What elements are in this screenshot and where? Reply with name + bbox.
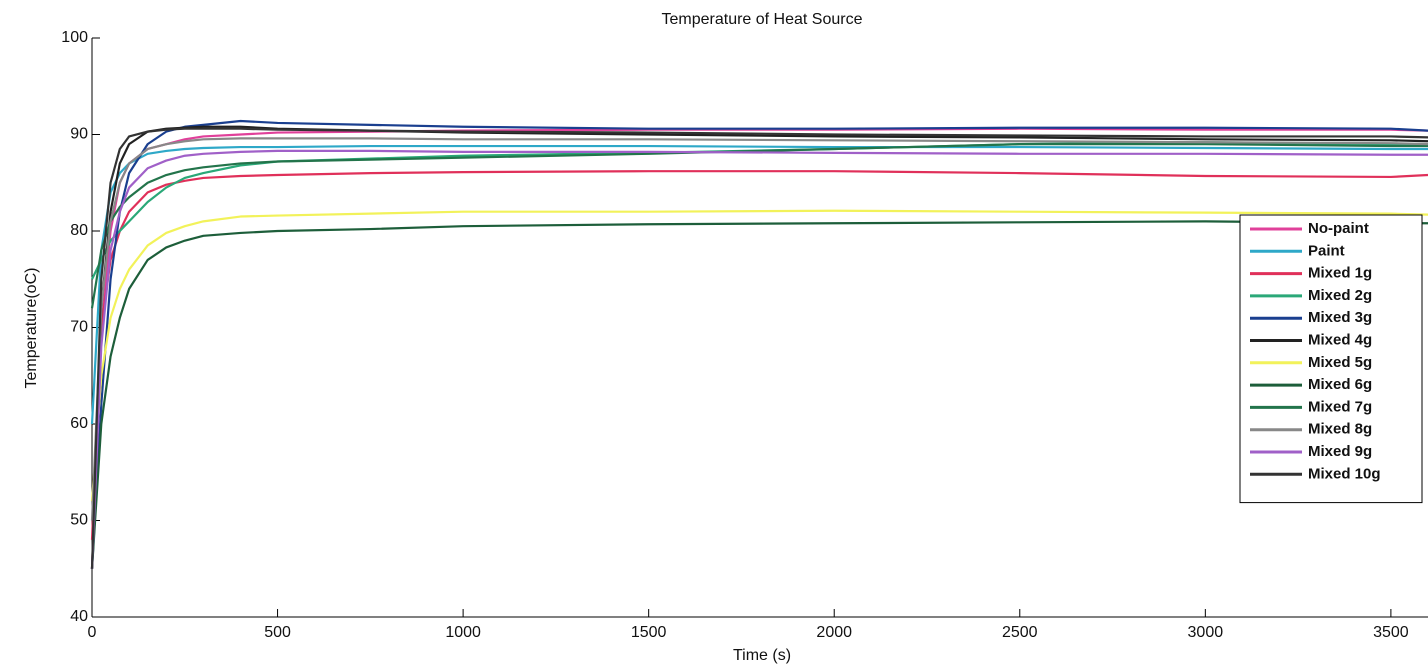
y-tick-label: 50	[70, 512, 88, 529]
legend-label: Mixed 1g	[1308, 265, 1372, 282]
y-tick-label: 100	[61, 29, 88, 46]
series-line	[90, 119, 1428, 569]
legend-label: Mixed 2g	[1308, 287, 1372, 304]
series-line	[90, 137, 1428, 521]
legend-label: Mixed 3g	[1308, 309, 1372, 326]
legend-box	[1239, 214, 1423, 504]
legend-label: Mixed 10g	[1308, 465, 1381, 482]
x-tick-label: 2000	[816, 624, 852, 641]
legend-label: Mixed 6g	[1308, 376, 1372, 393]
x-tick-label: 2500	[1002, 624, 1038, 641]
legend-label: Paint	[1308, 242, 1345, 259]
x-tick-label: 1000	[445, 624, 481, 641]
x-tick-label: 3000	[1188, 624, 1224, 641]
series-line	[90, 209, 1428, 502]
legend-label: No-paint	[1308, 220, 1369, 237]
x-tick-label: 1500	[631, 624, 667, 641]
y-tick-label: 40	[70, 608, 88, 625]
series-line	[90, 170, 1428, 540]
y-tick-label: 60	[70, 415, 88, 432]
x-tick-label: 0	[88, 624, 97, 641]
series-line	[90, 220, 1428, 569]
series-line	[90, 144, 1428, 425]
series-line	[90, 149, 1428, 569]
series-line	[90, 127, 1428, 569]
y-tick-label: 90	[70, 126, 88, 143]
series-line	[90, 127, 1428, 569]
x-tick-label: 500	[264, 624, 291, 641]
legend-label: Mixed 7g	[1308, 398, 1372, 415]
chart-title: Temperature of Heat Source	[662, 11, 863, 28]
legend-label: Mixed 5g	[1308, 354, 1372, 371]
series-line	[90, 143, 1428, 309]
legend-label: Mixed 4g	[1308, 331, 1372, 348]
x-axis-label: Time (s)	[733, 647, 791, 664]
x-tick-label: 3500	[1373, 624, 1409, 641]
series-line	[90, 125, 1428, 569]
y-tick-label: 70	[70, 319, 88, 336]
y-tick-label: 80	[70, 222, 88, 239]
legend-label: Mixed 9g	[1308, 443, 1372, 460]
legend-label: Mixed 8g	[1308, 421, 1372, 438]
y-axis-label: Temperature(oC)	[23, 268, 40, 389]
